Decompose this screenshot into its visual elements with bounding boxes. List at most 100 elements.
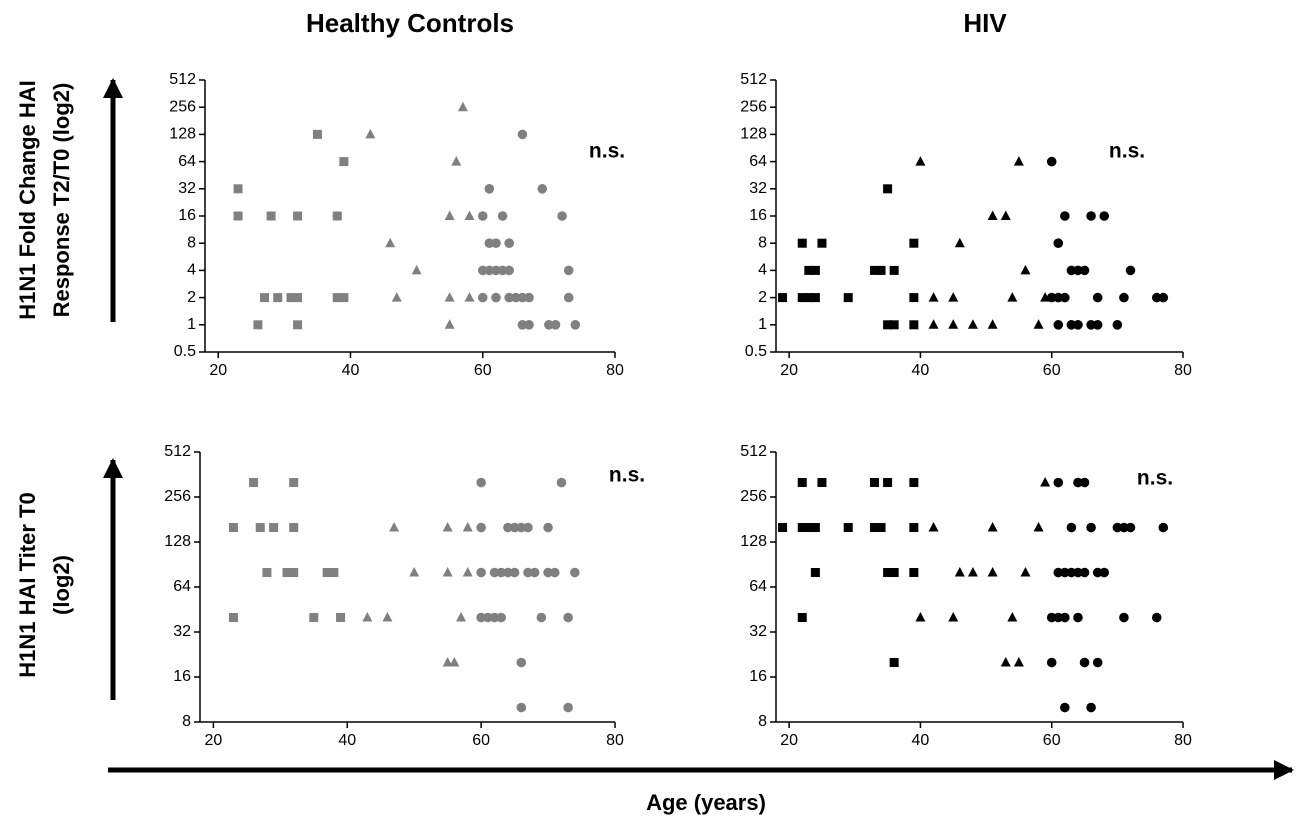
point xyxy=(385,237,396,248)
point xyxy=(1119,612,1129,623)
y-axis-label: H1N1 HAI Titer T0 (log2) xyxy=(15,492,74,677)
point xyxy=(462,522,473,532)
y-tick-label: 256 xyxy=(164,488,191,505)
point xyxy=(504,265,514,276)
y-tick-label: 64 xyxy=(749,578,767,595)
point xyxy=(797,478,807,488)
point xyxy=(889,658,899,668)
y-tick-label: 8 xyxy=(758,234,767,251)
point xyxy=(444,210,455,220)
point xyxy=(544,320,554,330)
point xyxy=(442,522,453,532)
point xyxy=(1073,477,1083,488)
point xyxy=(817,238,827,248)
y-tick-label: 1 xyxy=(758,316,767,333)
point xyxy=(389,522,400,532)
point xyxy=(1073,265,1083,276)
y-tick-label: 32 xyxy=(749,623,767,640)
point xyxy=(883,184,893,194)
point xyxy=(339,293,349,303)
point xyxy=(563,292,574,303)
point xyxy=(928,292,939,302)
point xyxy=(516,702,527,713)
point xyxy=(1066,567,1077,578)
point xyxy=(954,567,965,577)
point xyxy=(339,157,349,167)
point xyxy=(442,657,453,667)
point xyxy=(1086,211,1096,221)
point xyxy=(233,211,243,221)
point xyxy=(987,319,998,329)
point xyxy=(810,293,820,303)
point xyxy=(516,657,527,668)
point xyxy=(550,320,561,330)
point xyxy=(269,523,279,533)
point xyxy=(1060,211,1070,221)
point xyxy=(523,567,533,578)
point xyxy=(293,293,303,303)
point xyxy=(451,156,462,166)
x-tick-label: 40 xyxy=(912,362,930,379)
y-tick-label: 32 xyxy=(749,180,767,197)
x-tick-label: 20 xyxy=(209,362,227,379)
point xyxy=(253,320,263,330)
y-tick-label: 256 xyxy=(740,98,767,115)
point xyxy=(909,478,919,488)
point xyxy=(476,522,486,533)
point xyxy=(523,522,533,533)
point xyxy=(570,320,581,330)
point xyxy=(1053,567,1064,578)
point xyxy=(915,156,926,166)
y-tick-label: 128 xyxy=(169,126,196,143)
x-tick-label: 80 xyxy=(1174,732,1192,749)
point xyxy=(293,320,303,330)
point xyxy=(503,567,513,578)
y-tick-label: 8 xyxy=(182,713,191,730)
panel-title: HIV xyxy=(963,8,1007,38)
point xyxy=(883,568,893,578)
point xyxy=(509,522,520,533)
point xyxy=(228,523,238,533)
x-tick-label: 40 xyxy=(342,362,360,379)
point xyxy=(804,265,814,275)
point xyxy=(476,567,486,578)
point xyxy=(536,612,547,623)
point xyxy=(928,522,939,532)
point xyxy=(293,211,303,221)
y-tick-label: 64 xyxy=(749,153,767,170)
y-tick-label: 128 xyxy=(740,533,767,550)
annotation: n.s. xyxy=(1137,467,1173,490)
y-tick-label: 64 xyxy=(173,578,191,595)
y-tick-label: 512 xyxy=(164,443,191,460)
point xyxy=(1151,292,1162,303)
point xyxy=(289,478,299,488)
point xyxy=(464,210,475,220)
point xyxy=(1066,320,1077,330)
point xyxy=(954,237,965,248)
point xyxy=(778,293,788,303)
y-axis-label: H1N1 Fold Change HAI Response T2/T0 (log2… xyxy=(15,80,74,320)
point xyxy=(1099,567,1110,578)
point xyxy=(504,238,514,248)
point xyxy=(1046,292,1057,303)
y-tick-label: 8 xyxy=(187,234,196,251)
y-tick-label: 2 xyxy=(187,289,196,306)
point xyxy=(1158,292,1169,303)
y-tick-label: 64 xyxy=(178,153,196,170)
point xyxy=(1092,320,1103,330)
y-tick-label: 512 xyxy=(169,71,196,88)
point xyxy=(476,612,486,623)
x-tick-label: 60 xyxy=(1043,362,1061,379)
y-tick-label: 16 xyxy=(749,668,767,685)
point xyxy=(1092,567,1103,578)
point xyxy=(491,265,501,276)
point xyxy=(876,265,886,275)
point xyxy=(329,568,339,578)
point xyxy=(255,523,265,533)
point xyxy=(1000,657,1011,667)
y-axis-label-line: (log2) xyxy=(49,555,74,615)
point xyxy=(843,293,853,303)
point xyxy=(1112,320,1123,330)
point xyxy=(1125,522,1136,533)
x-tick-label: 80 xyxy=(1174,362,1192,379)
